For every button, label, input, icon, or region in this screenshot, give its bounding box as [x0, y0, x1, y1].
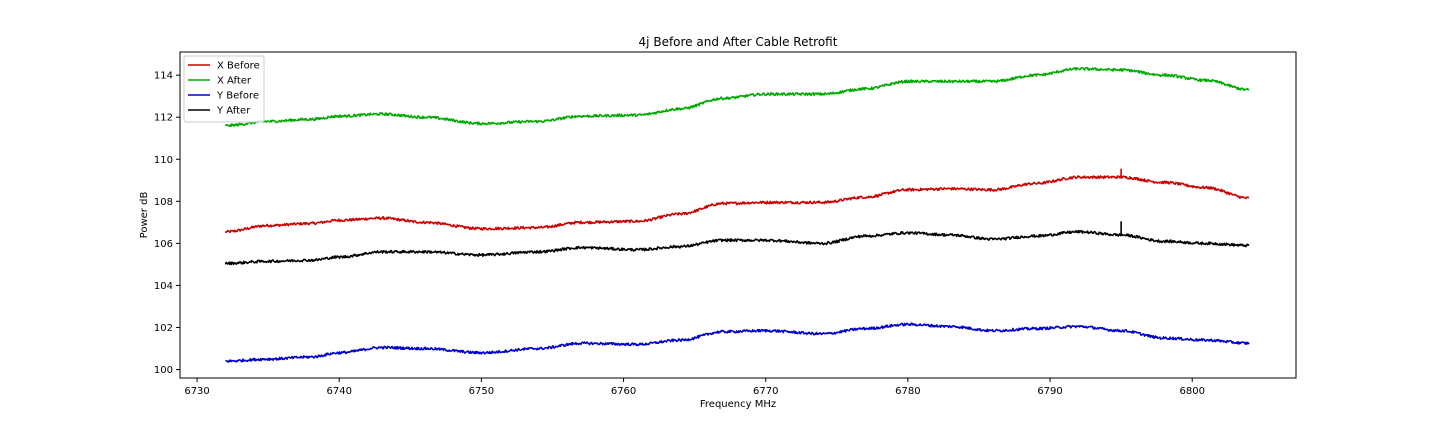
- x-tick-label: 6730: [184, 386, 209, 397]
- x-tick-label: 6770: [753, 386, 778, 397]
- series-line-2: [225, 322, 1250, 363]
- series-line-0: [224, 175, 1250, 234]
- y-tick-label: 102: [154, 323, 173, 334]
- x-axis-label: Frequency MHz: [700, 399, 776, 410]
- y-tick-label: 112: [154, 113, 173, 124]
- x-tick-label: 6800: [1179, 386, 1204, 397]
- plot-frame: [179, 51, 1297, 379]
- legend-label: X After: [217, 76, 252, 87]
- x-tick-label: 6760: [611, 386, 636, 397]
- y-tick-label: 114: [154, 71, 173, 82]
- y-axis-label: Power dB: [139, 192, 150, 239]
- x-tick-label: 6750: [469, 386, 494, 397]
- legend-label: Y After: [216, 106, 251, 117]
- y-tick-label: 108: [154, 197, 173, 208]
- y-tick-label: 110: [154, 155, 173, 166]
- legend: X Before X After Y Before Y After: [183, 55, 265, 123]
- series-line-3: [224, 229, 1250, 266]
- axes: 6730 6740 6750 6760 6770 6780 6790 6800 100 102 10…: [154, 51, 1297, 397]
- y-tick-label: 104: [154, 281, 173, 292]
- chart-title: 4j Before and After Cable Retrofit: [639, 35, 838, 49]
- legend-box: [183, 55, 265, 123]
- series-line-1: [224, 66, 1250, 128]
- x-tick-label: 6780: [895, 386, 920, 397]
- y-tick-label: 100: [154, 365, 173, 376]
- plot-area: [224, 66, 1250, 363]
- x-tick-label: 6790: [1037, 386, 1062, 397]
- legend-label: Y Before: [216, 91, 259, 102]
- y-tick-label: 106: [154, 239, 173, 250]
- x-tick-label: 6740: [326, 386, 351, 397]
- legend-label: X Before: [217, 61, 260, 72]
